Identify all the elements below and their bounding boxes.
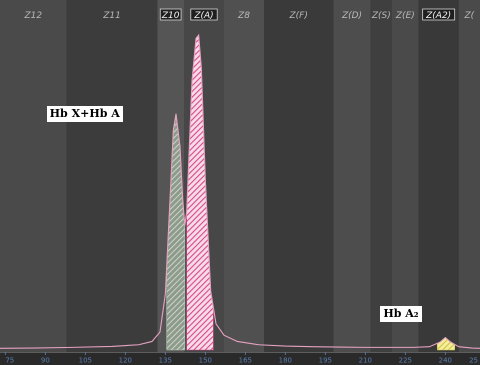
x-tick-label: 195 — [319, 357, 332, 365]
zone-label: Z(F) — [288, 11, 307, 21]
zone-band — [0, 0, 67, 352]
x-tick-label: 150 — [199, 357, 212, 365]
x-tick-label: 75 — [5, 357, 14, 365]
zone-label: Z(D) — [341, 11, 362, 21]
zone-band — [370, 0, 392, 352]
zone-band — [264, 0, 334, 352]
zone-label: Z(A2) — [425, 11, 451, 21]
x-tick-label: 105 — [79, 357, 92, 365]
zone-label: Z( — [463, 11, 474, 21]
zone-band — [333, 0, 371, 352]
x-tick-label: 25 — [469, 357, 478, 365]
x-tick-label: 240 — [439, 357, 452, 365]
x-tick-label: 225 — [399, 357, 412, 365]
zone-label: Z10 — [161, 11, 180, 21]
zone-band — [66, 0, 158, 352]
zone-label: Z(E) — [395, 11, 415, 21]
x-tick-label: 165 — [239, 357, 252, 365]
x-tick-label: 90 — [41, 357, 50, 365]
signal-line — [0, 33, 480, 349]
zone-label-box — [190, 8, 218, 21]
x-tick-label: 210 — [359, 357, 372, 365]
zone-band — [224, 0, 264, 352]
zone-label: Z(A) — [193, 11, 213, 21]
x-tick-label: 120 — [119, 357, 132, 365]
peak-annotation: Hb X+Hb A — [46, 105, 123, 122]
x-tick-label: 135 — [159, 357, 172, 365]
x-tick-label: 180 — [279, 357, 292, 365]
zone-label-box — [422, 8, 456, 21]
zone-label: Z(S) — [371, 11, 391, 21]
zone-label: Z8 — [237, 11, 250, 21]
zone-label: Z12 — [24, 11, 43, 21]
zone-band — [392, 0, 419, 352]
zone-label: Z11 — [102, 11, 121, 21]
signal-trace — [0, 33, 480, 349]
zone-band — [418, 0, 459, 352]
x-axis-band — [0, 352, 480, 365]
zone-band — [458, 0, 480, 352]
peak-annotation: Hb A₂ — [380, 305, 422, 322]
x-axis: 75 90 105 120 135 150 165 180 195 210 225 240 25 — [0, 352, 480, 365]
zone-label-box — [159, 8, 182, 21]
retention-zones: Z12 Z11 Z10 Z(A) Z8 Z(F) Z(D) Z(S) Z(E) Z(A2) Z( — [0, 0, 480, 352]
